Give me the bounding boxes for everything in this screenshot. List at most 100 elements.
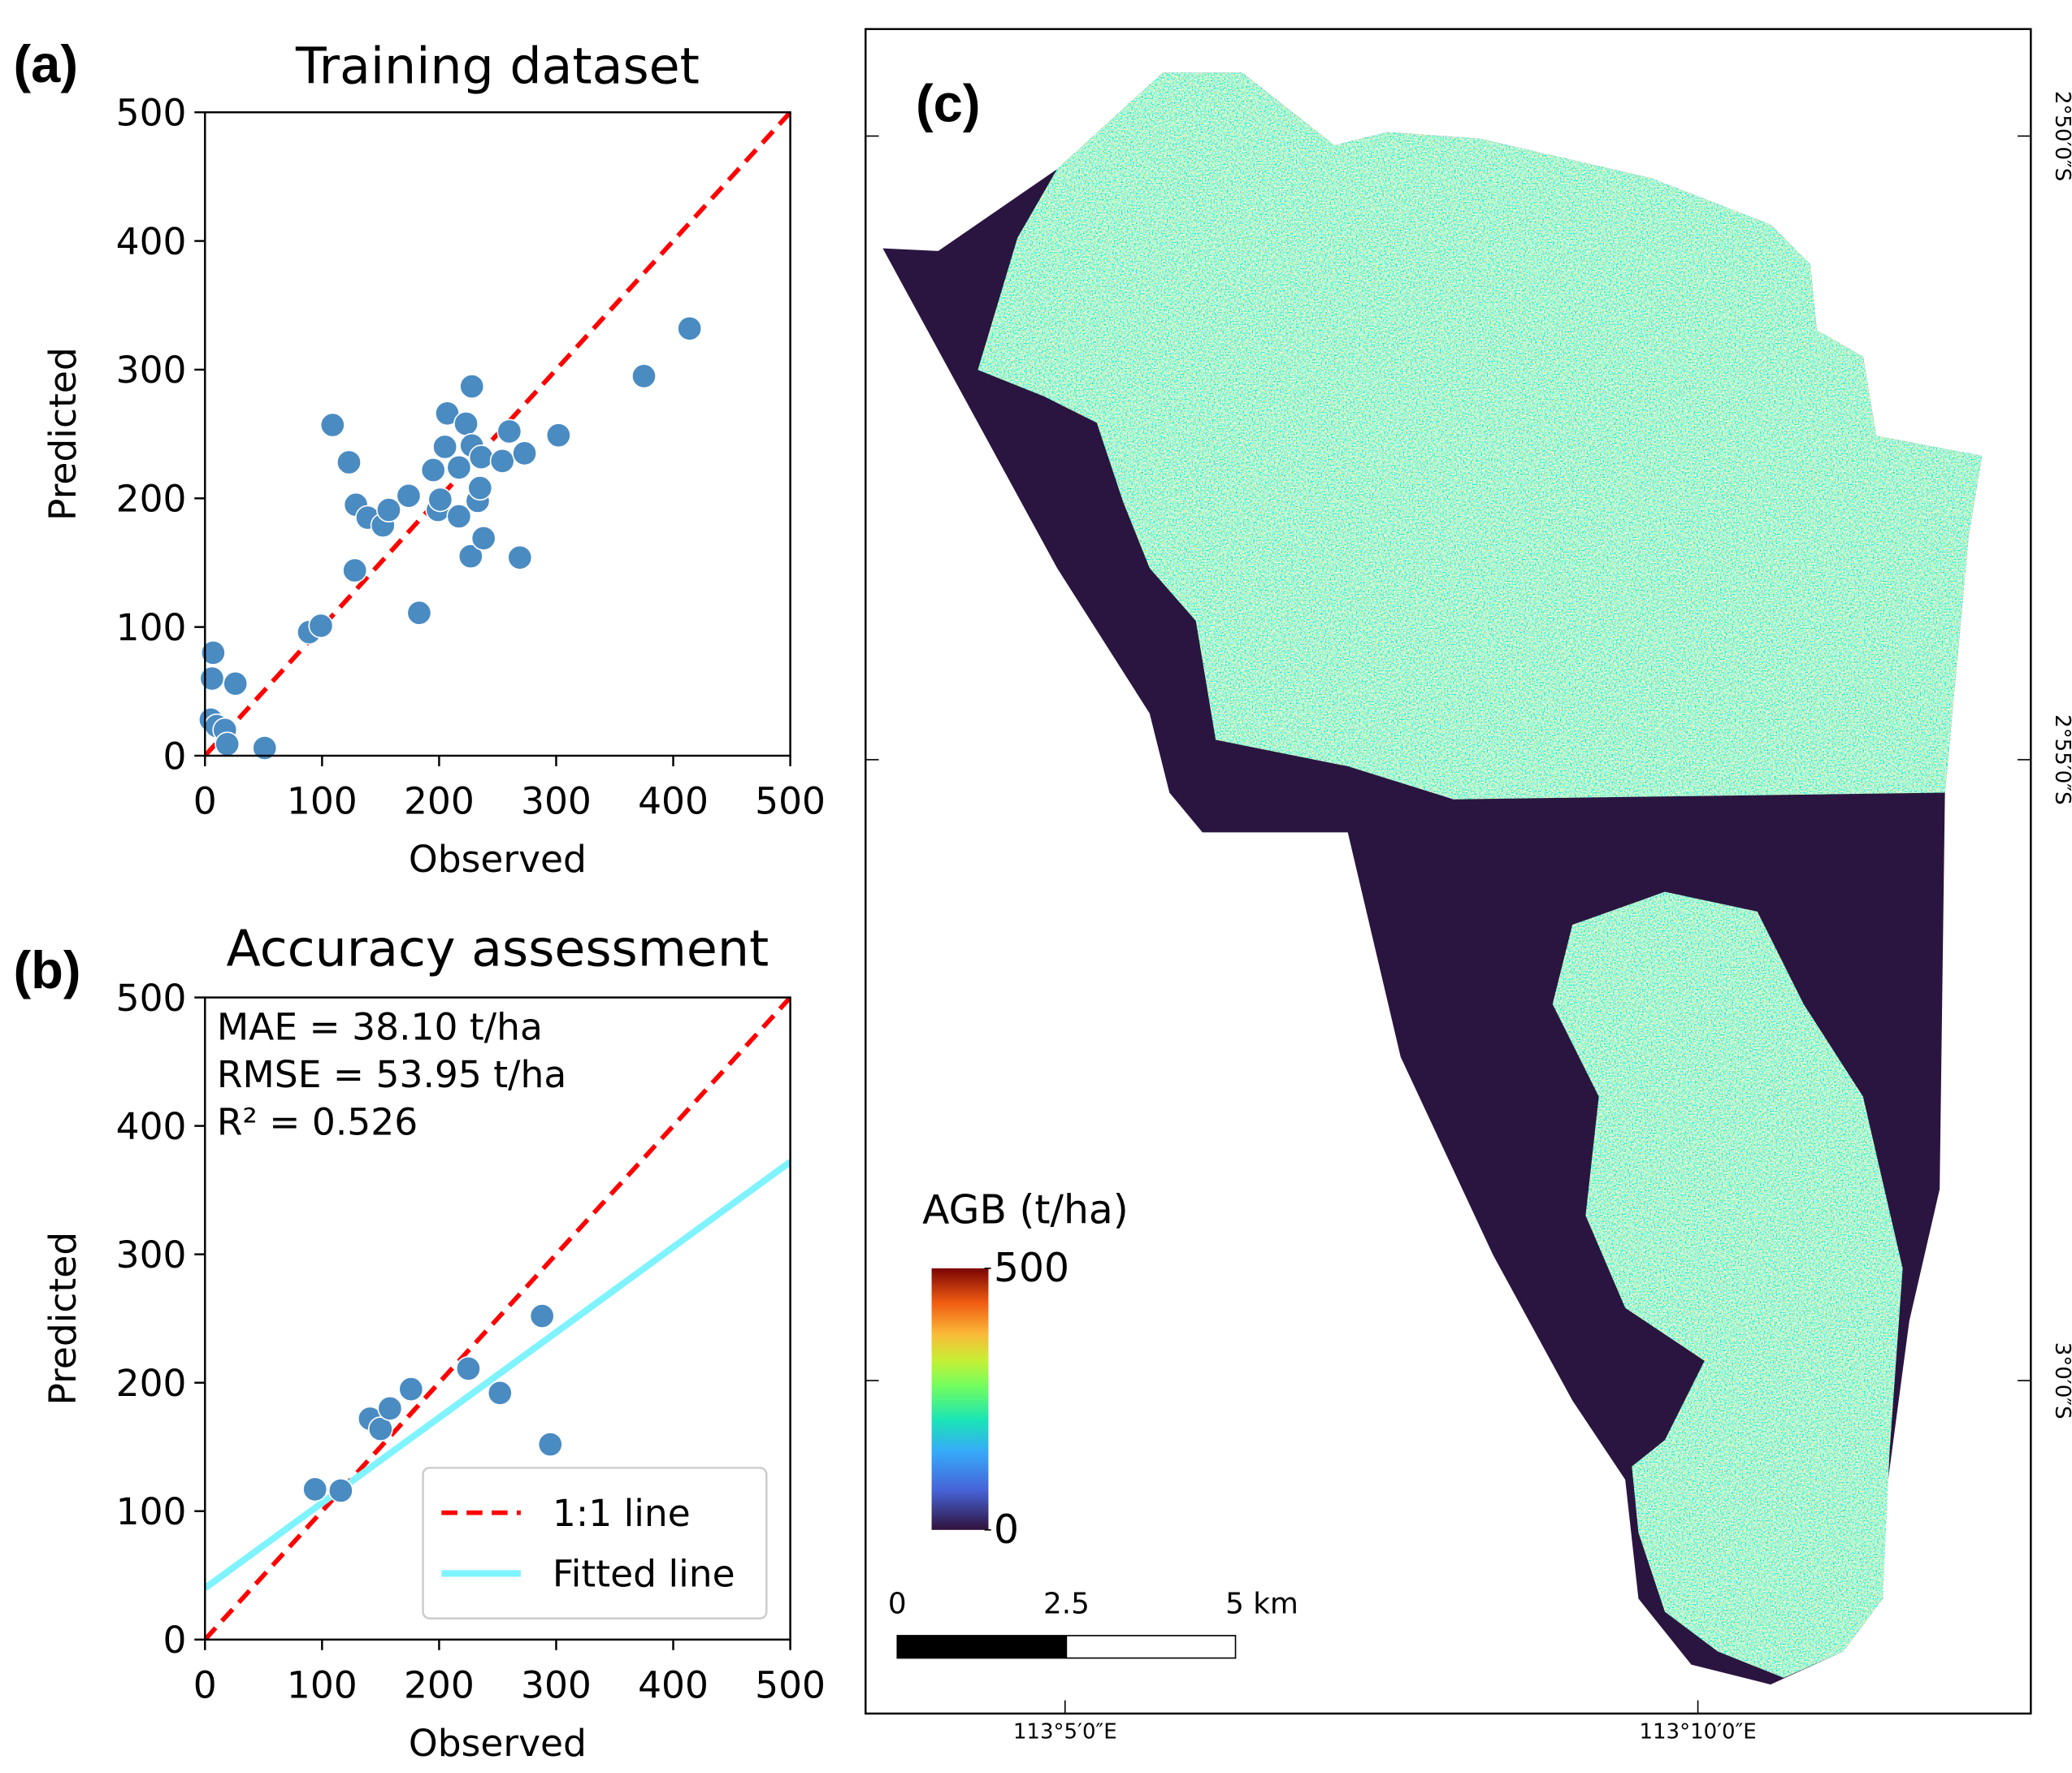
point	[376, 497, 401, 523]
x-tick-label: 300	[521, 780, 592, 823]
y-tick-label: 200	[116, 478, 187, 521]
lat-label: 2°55′0″S	[2050, 714, 2072, 804]
point	[459, 374, 485, 399]
lat-label: 3°0′0″S	[2050, 1342, 2072, 1420]
lon-label: 113°10′0″E	[1639, 1720, 1756, 1745]
y-tick-label: 300	[116, 349, 187, 392]
point	[512, 440, 538, 466]
x-tick-label: 100	[287, 1663, 358, 1706]
point	[468, 444, 494, 470]
map-panel: 0 2.5 5 km AGB (t/ha) (c)	[865, 28, 2032, 1715]
x-tick-label: 100	[287, 780, 358, 823]
point	[396, 483, 422, 509]
x-axis-label: Observed	[409, 838, 587, 881]
point	[453, 411, 479, 436]
scatter-panel: (a) Training dataset Observed Predicted 0 100…	[14, 34, 826, 881]
point	[367, 1416, 393, 1442]
x-tick-label: 300	[521, 1663, 592, 1706]
colorbar-tick-label: 0	[994, 1506, 1019, 1553]
annotation: R² = 0.526	[217, 1101, 418, 1144]
x-tick-label: 0	[193, 780, 217, 823]
point	[223, 670, 249, 696]
point	[302, 1476, 328, 1502]
point	[327, 1478, 353, 1503]
x-tick-label: 200	[404, 1663, 475, 1706]
point	[455, 1355, 481, 1381]
x-tick-label: 0	[193, 1663, 217, 1706]
agb-raster	[977, 72, 1983, 1678]
y-axis-label: Predicted	[41, 1232, 85, 1406]
point	[308, 613, 334, 639]
map-frame	[865, 28, 2032, 1715]
legend-label: Fitted line	[553, 1553, 735, 1596]
x-tick-label: 400	[638, 780, 709, 823]
chart-title: Training dataset	[295, 37, 700, 95]
point	[199, 665, 225, 691]
point	[398, 1376, 424, 1402]
point	[446, 454, 472, 480]
line	[205, 997, 791, 1640]
point	[336, 449, 362, 475]
axes-frame	[204, 111, 791, 757]
scatter-panel: (b) Accuracy assessment Observed Predicted 0…	[14, 920, 826, 1765]
point	[631, 363, 657, 389]
y-tick-label: 400	[116, 220, 187, 263]
chart-title: Accuracy assessment	[227, 920, 769, 978]
point	[496, 418, 522, 444]
lon-label: 113°5′0″E	[1013, 1720, 1117, 1745]
line	[205, 1159, 791, 1591]
y-tick-label: 0	[163, 1619, 187, 1662]
point	[470, 525, 496, 551]
point	[200, 639, 226, 665]
point	[446, 504, 472, 529]
legend-label: 1:1 line	[553, 1492, 691, 1535]
colorbar-tick-label: 500	[994, 1245, 1069, 1291]
x-tick-label: 400	[638, 1663, 709, 1706]
point	[507, 544, 533, 570]
legend-box	[422, 1467, 768, 1619]
point	[677, 315, 703, 341]
scale-bar: 0 2.5 5 km	[888, 1587, 1298, 1659]
y-tick-label: 400	[116, 1105, 187, 1148]
point	[319, 412, 345, 438]
point	[420, 457, 446, 483]
y-tick-label: 200	[116, 1362, 187, 1405]
y-tick-label: 300	[116, 1233, 187, 1277]
point	[537, 1432, 563, 1458]
annotation: RMSE = 53.95 t/ha	[217, 1053, 566, 1096]
x-tick-label: 200	[404, 780, 475, 823]
y-tick-label: 500	[116, 977, 187, 1020]
lat-label: 2°50′0″S	[2050, 91, 2072, 181]
y-tick-label: 500	[116, 91, 187, 134]
y-tick-label: 100	[116, 1490, 187, 1533]
annotation: MAE = 38.10 t/ha	[217, 1006, 543, 1049]
point	[406, 600, 432, 626]
point	[215, 731, 241, 757]
point	[377, 1395, 403, 1421]
x-tick-label: 500	[755, 780, 826, 823]
point	[342, 557, 368, 583]
scale-label: 0	[888, 1587, 907, 1620]
legend: 1:1 line Fitted line	[422, 1467, 768, 1619]
point	[467, 475, 493, 501]
colorbar	[931, 1268, 989, 1530]
x-axis-label: Observed	[409, 1722, 587, 1765]
point	[545, 423, 571, 449]
point	[252, 735, 278, 761]
panel-label: (c)	[916, 74, 980, 133]
axes-frame	[204, 996, 791, 1641]
scale-label: 2.5	[1043, 1587, 1090, 1620]
point	[427, 487, 453, 513]
colorbar-title: AGB (t/ha)	[922, 1187, 1129, 1233]
scale-bar-white	[1065, 1635, 1237, 1659]
y-tick-label: 100	[116, 606, 187, 649]
y-axis-label: Predicted	[41, 347, 85, 521]
panel-label: (a)	[14, 34, 78, 93]
point	[487, 1380, 513, 1406]
x-tick-label: 500	[755, 1663, 826, 1706]
point	[489, 448, 515, 474]
point	[529, 1303, 555, 1329]
point	[432, 434, 458, 460]
panel-label: (b)	[14, 940, 81, 999]
